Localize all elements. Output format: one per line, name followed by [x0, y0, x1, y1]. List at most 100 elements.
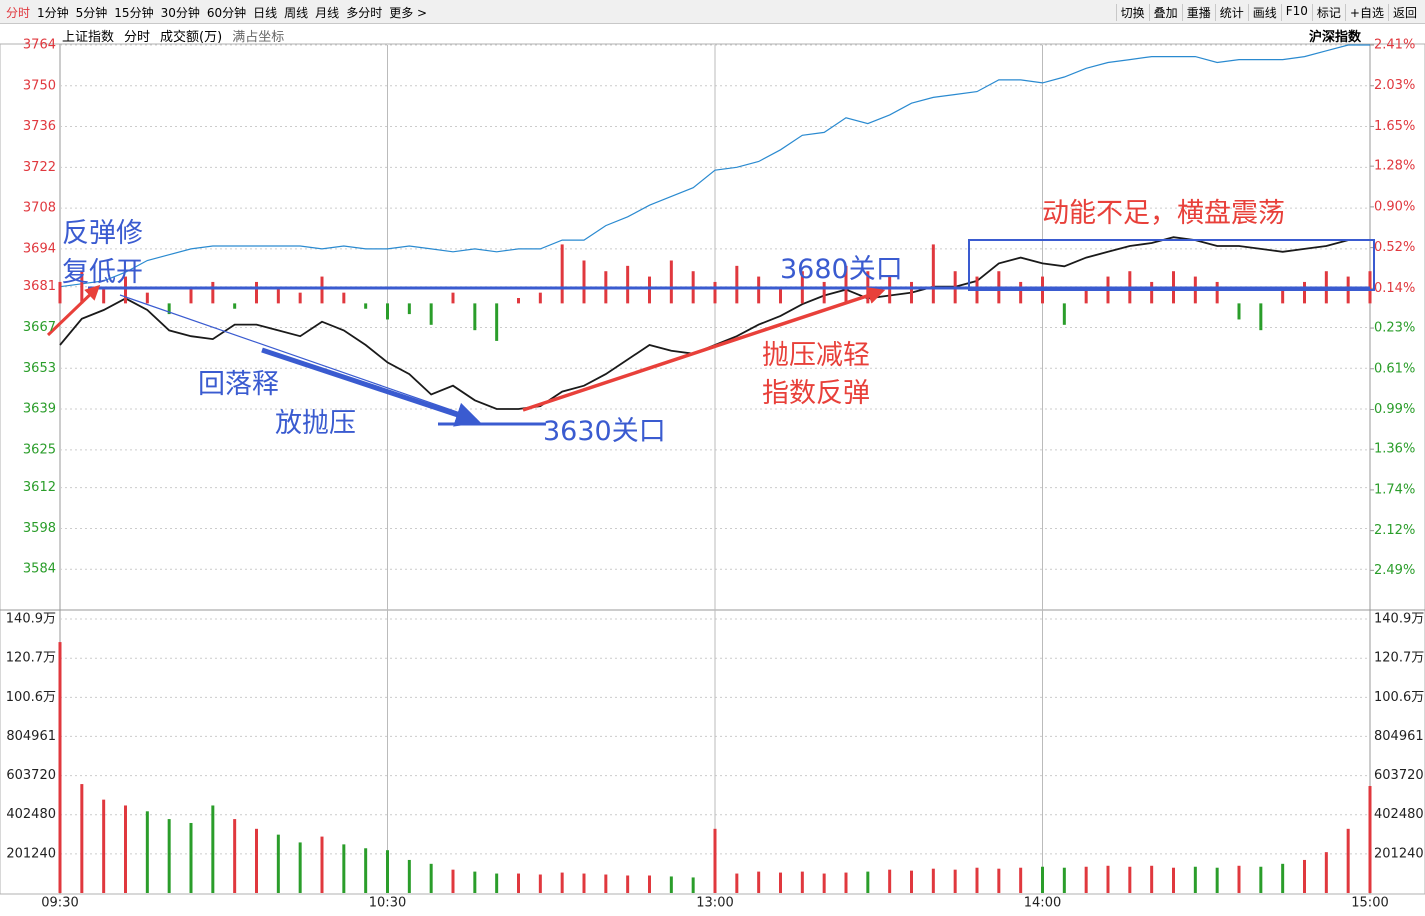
tool-button[interactable]: 叠加 [1148, 4, 1182, 21]
y-tick-label: 120.7万 [6, 651, 56, 666]
x-tick-label: 10:30 [369, 896, 406, 911]
x-tick-label: 14:00 [1024, 896, 1061, 911]
tool-button[interactable]: 标记 [1311, 4, 1345, 21]
strength-bar [211, 281, 215, 304]
volume-bar [648, 875, 651, 893]
volume-bar [495, 873, 499, 893]
period-tab[interactable]: 月线 [315, 6, 340, 20]
volume-bar [669, 876, 673, 893]
tool-button[interactable]: 重播 [1181, 4, 1215, 21]
strength-bar [1303, 281, 1306, 304]
period-tab[interactable]: 5分钟 [75, 6, 108, 20]
header-item[interactable]: 满占坐标 [232, 30, 285, 45]
y-tick-label: 3612 [23, 480, 56, 495]
volume-bar [255, 828, 258, 893]
strength-bar [757, 276, 761, 304]
tool-button[interactable]: +自选 [1344, 4, 1388, 21]
volume-bar [342, 844, 346, 893]
volume-bar [1041, 866, 1044, 893]
y-tick-label: 3722 [23, 160, 56, 175]
y2-tick-label: 0.14% [1374, 281, 1415, 296]
up-arrow [46, 284, 101, 337]
tool-button[interactable]: 画线 [1247, 4, 1281, 21]
volume-bar [276, 834, 280, 893]
volume-bar [997, 868, 1001, 893]
volume-bar [931, 868, 935, 893]
period-tab[interactable]: 多分时 [346, 6, 383, 20]
trend-line [119, 294, 461, 414]
strength-bar [713, 281, 717, 304]
volume-bar [735, 873, 739, 893]
volume-bar [888, 869, 892, 893]
y-tick-label: 3681 [23, 279, 56, 294]
y-tick-label: 201240 [1374, 846, 1424, 861]
volume-bar [713, 828, 717, 893]
volume-bar [1062, 867, 1066, 893]
volume-bar [844, 872, 848, 893]
volume-bar [320, 836, 324, 893]
y-tick-label: 3750 [23, 78, 56, 93]
header-item[interactable]: 成交额(万) [160, 30, 223, 45]
period-tab[interactable]: 15分钟 [114, 6, 154, 20]
volume-bar [560, 872, 564, 893]
period-tab[interactable]: 更多 > [389, 6, 428, 20]
tool-button[interactable]: 返回 [1387, 4, 1421, 21]
toolbar: 分时 1分钟 5分钟 15分钟 30分钟 60分钟 日线 周线 月线 多分时 更多 > 切换 叠加 重播… [0, 0, 1425, 24]
period-tab[interactable]: 分时 [6, 6, 31, 20]
y2-tick-label: 1.74% [1374, 482, 1415, 497]
volume-bar [866, 871, 870, 893]
y-tick-label: 804961 [1374, 729, 1424, 744]
strength-bar [669, 260, 673, 304]
volume-bar [691, 877, 695, 893]
annotation: 复低开 [62, 257, 143, 288]
volume-bar [1084, 866, 1088, 893]
y2-tick-label: 1.65% [1374, 119, 1415, 134]
y2-tick-label: 0.23% [1374, 321, 1415, 336]
period-tab[interactable]: 周线 [284, 6, 309, 20]
y2-tick-label: 2.12% [1374, 523, 1415, 538]
header-item[interactable]: 分时 [124, 30, 151, 45]
tool-buttons: 切换 叠加 重播 统计 画线 F10 标记 +自选 返回 [1115, 4, 1421, 21]
tool-button[interactable]: F10 [1280, 4, 1312, 21]
y-tick-label: 100.6万 [1374, 690, 1424, 705]
volume-bar [1237, 865, 1241, 893]
volume-bar [800, 871, 804, 893]
volume-bar [822, 873, 826, 893]
volume-bar [1106, 865, 1110, 893]
y-tick-label: 120.7万 [1374, 651, 1424, 666]
period-tab[interactable]: 30分钟 [160, 6, 200, 20]
period-tab[interactable]: 1分钟 [37, 6, 69, 20]
strength-bar [538, 292, 542, 304]
strength-bar [145, 292, 149, 304]
y-tick-label: 3639 [23, 402, 56, 417]
strength-bar [560, 244, 564, 304]
volume-bar [145, 811, 149, 893]
period-tab[interactable]: 日线 [253, 6, 278, 20]
y-tick-label: 3584 [23, 562, 56, 577]
strength-bar [80, 271, 84, 304]
volume-bar [211, 805, 215, 893]
volume-bar [1324, 852, 1328, 893]
volume-bar [102, 799, 106, 893]
strength-bar [1084, 287, 1088, 304]
x-tick-label: 09:30 [41, 896, 78, 911]
range-box [968, 239, 1375, 291]
y-tick-label: 140.9万 [6, 611, 56, 626]
period-tabs: 分时 1分钟 5分钟 15分钟 30分钟 60分钟 日线 周线 月线 多分时 更多 > [6, 4, 427, 21]
tool-button[interactable]: 切换 [1115, 4, 1149, 21]
strength-bar [255, 281, 258, 304]
y2-tick-label: 0.61% [1374, 361, 1415, 376]
volume-bar [975, 867, 979, 893]
volume-bar [1128, 866, 1132, 893]
header-item[interactable]: 上证指数 [62, 30, 115, 45]
strength-bar [1259, 303, 1263, 331]
strength-bar [910, 281, 913, 304]
volume-bar [1259, 866, 1263, 893]
strength-bar [342, 292, 346, 304]
period-tab[interactable]: 60分钟 [206, 6, 247, 20]
strength-bar [1281, 287, 1285, 304]
volume-bar [779, 872, 782, 893]
strength-bar [124, 276, 127, 304]
tool-button[interactable]: 统计 [1214, 4, 1248, 21]
volume-bar [1193, 866, 1197, 893]
